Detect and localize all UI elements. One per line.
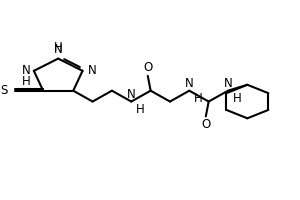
Text: H: H (232, 92, 241, 105)
Text: O: O (201, 118, 211, 131)
Text: N: N (88, 64, 96, 77)
Text: H: H (22, 75, 31, 88)
Text: H: H (54, 41, 63, 54)
Text: S: S (0, 84, 8, 97)
Text: H: H (136, 103, 145, 116)
Text: N: N (185, 77, 194, 90)
Text: N: N (224, 77, 232, 90)
Text: O: O (143, 61, 152, 74)
Text: H: H (194, 92, 203, 105)
Text: N: N (54, 43, 63, 56)
Text: N: N (127, 88, 136, 101)
Text: N: N (22, 64, 31, 77)
